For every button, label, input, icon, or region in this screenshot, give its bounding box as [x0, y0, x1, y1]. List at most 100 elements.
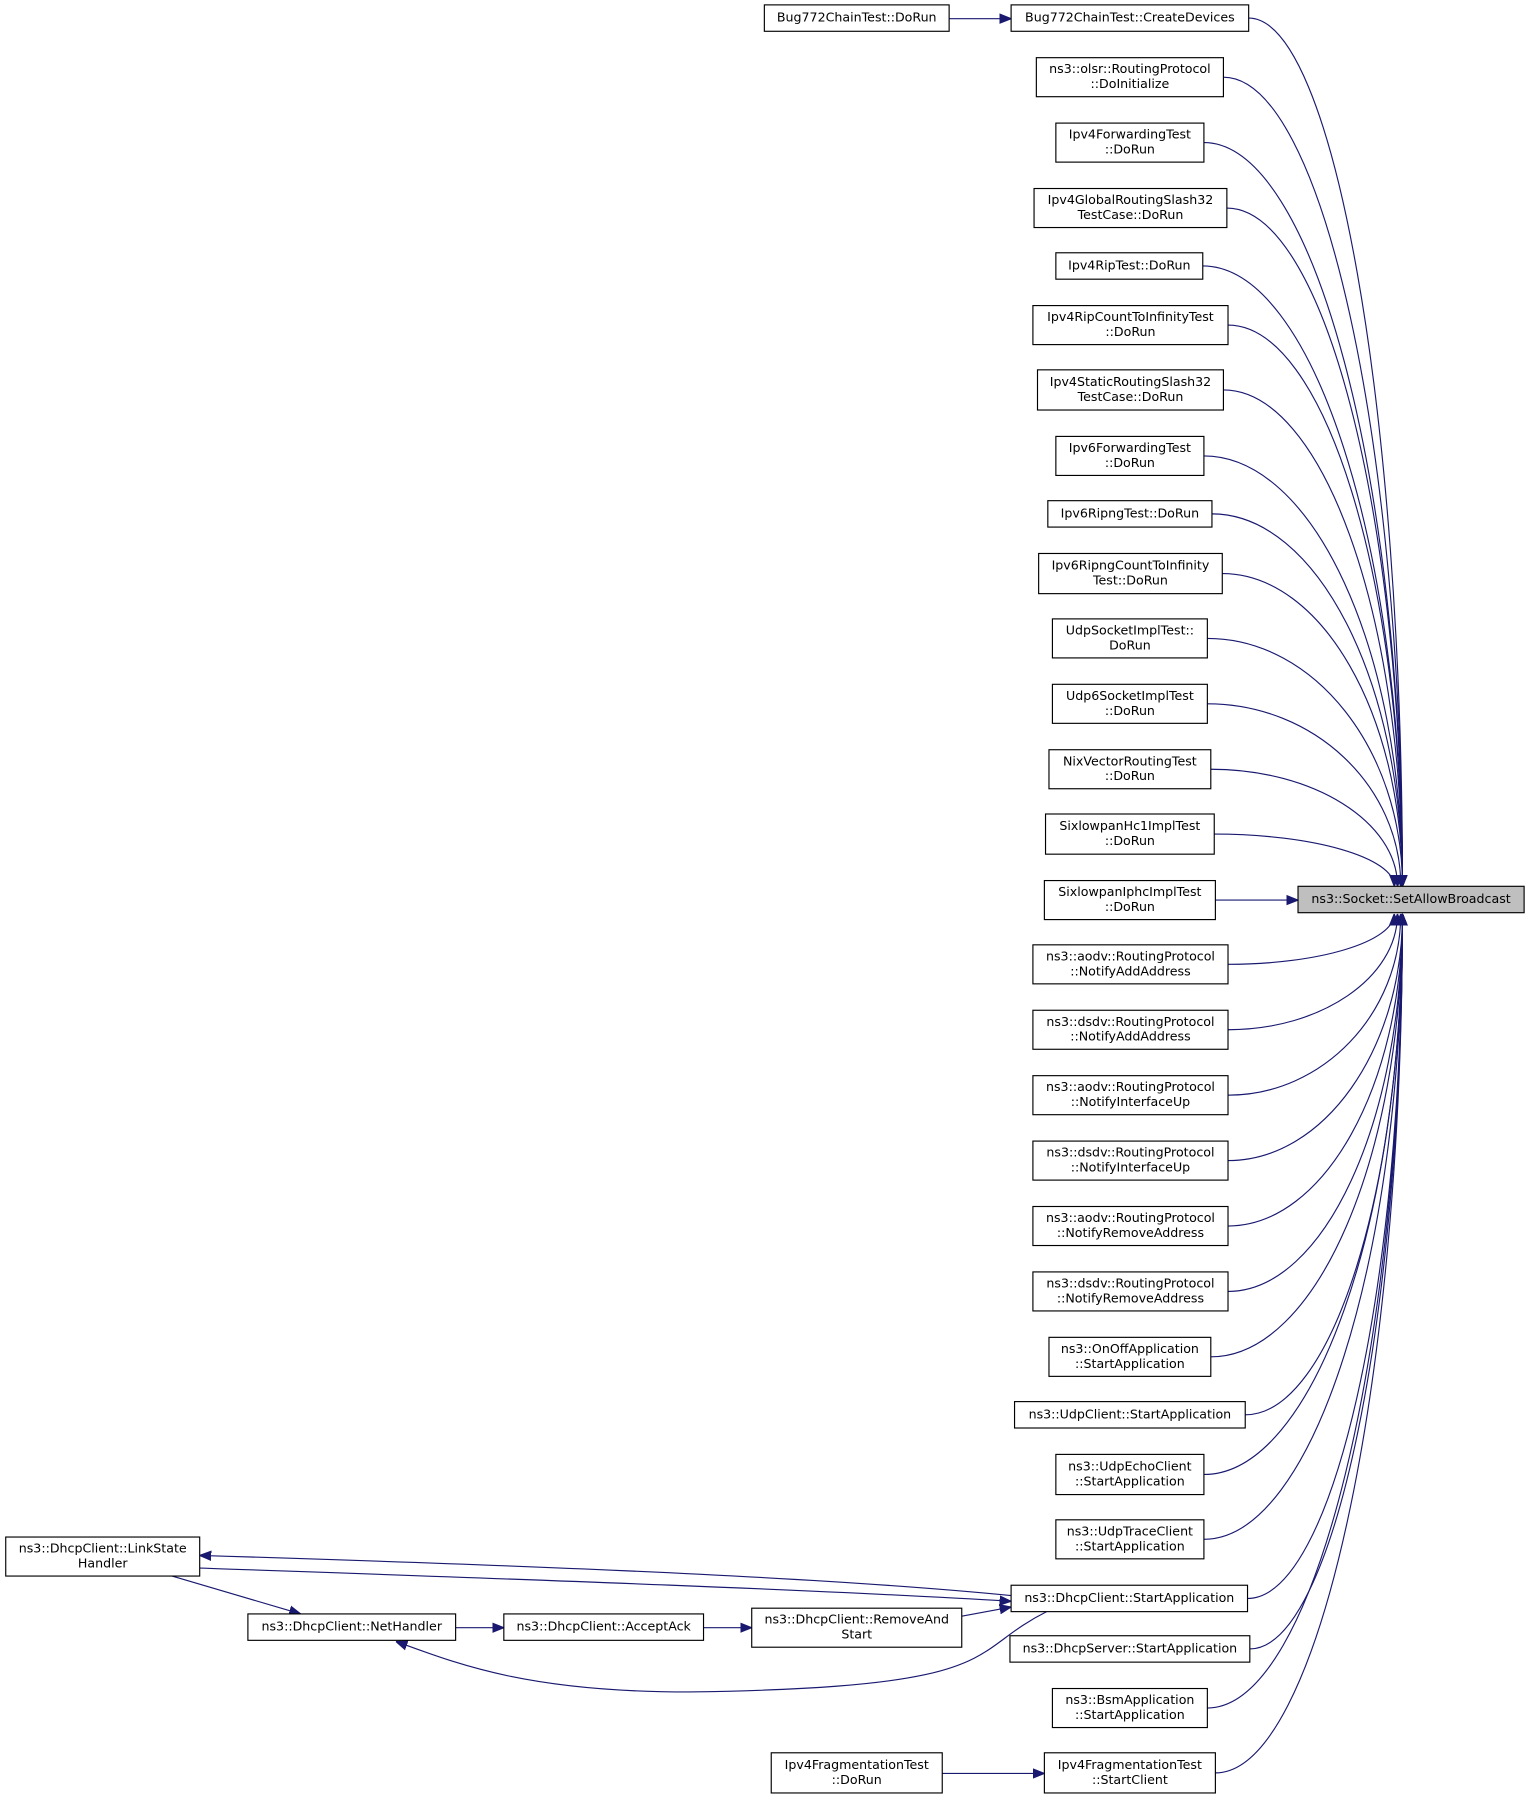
- node-label: ::NotifyAddAddress: [1070, 963, 1190, 978]
- node-label: ::DoRun: [1105, 324, 1155, 339]
- node-label: ns3::dsdv::RoutingProtocol: [1046, 1014, 1214, 1029]
- target-node: [1297, 885, 1525, 914]
- node: [1033, 187, 1228, 229]
- edge: [171, 1575, 301, 1614]
- node: [1055, 122, 1205, 163]
- node-label: NixVectorRoutingTest: [1063, 753, 1197, 768]
- edge: [1214, 833, 1394, 887]
- node: [770, 1752, 943, 1794]
- node: [1043, 879, 1216, 921]
- node-label: Ipv4GlobalRoutingSlash32: [1048, 192, 1214, 207]
- edge: [1210, 914, 1403, 1358]
- node: [1051, 618, 1208, 659]
- node-label: ns3::UdpTraceClient: [1067, 1523, 1193, 1538]
- node-label: ns3::DhcpClient::StartApplication: [1024, 1590, 1234, 1605]
- edge: [1207, 914, 1402, 1709]
- node: [1032, 305, 1229, 346]
- node-label: ns3::DhcpClient::AcceptAck: [517, 1619, 692, 1634]
- edges: [171, 17, 1403, 1773]
- node-label: Ipv4RipTest::DoRun: [1068, 257, 1190, 272]
- node-label: ::NotifyAddAddress: [1070, 1029, 1190, 1044]
- node-label: ::DoRun: [1105, 899, 1155, 914]
- node: [1035, 57, 1224, 98]
- edge: [1222, 572, 1402, 887]
- node-label: ::DoRun: [1105, 455, 1155, 470]
- node: [763, 4, 950, 32]
- edge: [1228, 914, 1397, 1031]
- node: [1055, 1453, 1205, 1496]
- node-label: ns3::dsdv::RoutingProtocol: [1046, 1275, 1214, 1290]
- edge: [199, 1567, 1011, 1601]
- node-label: ns3::DhcpServer::StartApplication: [1023, 1640, 1238, 1655]
- edge: [1228, 914, 1402, 1293]
- node-label: ::StartApplication: [1075, 1356, 1185, 1371]
- node: [1055, 252, 1204, 280]
- node: [5, 1536, 201, 1577]
- node-label: TestCase::DoRun: [1077, 389, 1184, 404]
- node-label: ns3::BsmApplication: [1065, 1692, 1194, 1707]
- node-label: ::StartApplication: [1075, 1473, 1185, 1488]
- nodes: ns3::Socket::SetAllowBroadcast Bug772Chai…: [5, 4, 1525, 1794]
- edge: [1210, 768, 1398, 886]
- node-label: ns3::UdpClient::StartApplication: [1029, 1406, 1232, 1421]
- node-label: Ipv4ForwardingTest: [1069, 127, 1191, 142]
- edge: [1245, 914, 1402, 1416]
- node-label: ns3::aodv::RoutingProtocol: [1046, 1210, 1215, 1225]
- node-label: ns3::DhcpClient::RemoveAnd: [764, 1612, 949, 1627]
- node: [1032, 1009, 1229, 1050]
- node: [1009, 1635, 1251, 1663]
- node-label: ::StartApplication: [1075, 1538, 1185, 1553]
- edge: [1247, 914, 1403, 1600]
- node-label: UdpSocketImplTest::: [1066, 622, 1194, 637]
- edge: [1223, 389, 1402, 886]
- edge: [1203, 914, 1403, 1476]
- edge: [1211, 513, 1403, 886]
- node-label: Bug772ChainTest::CreateDevices: [1025, 10, 1235, 25]
- node: [751, 1607, 963, 1648]
- edge: [1228, 914, 1402, 1227]
- node-label: Start: [841, 1627, 872, 1642]
- node-label: Ipv4FragmentationTest: [1058, 1757, 1202, 1772]
- node-label: SixlowpanHc1ImplTest: [1059, 818, 1200, 833]
- node-label: Udp6SocketImplTest: [1066, 688, 1194, 703]
- node-label: ns3::aodv::RoutingProtocol: [1046, 948, 1215, 963]
- node: [1032, 1205, 1229, 1247]
- node-label: Ipv4RipCountToInfinityTest: [1047, 309, 1214, 324]
- node-label: Ipv4StaticRoutingSlash32: [1050, 374, 1211, 389]
- node-label: Ipv4FragmentationTest: [785, 1757, 929, 1772]
- edge: [1228, 914, 1402, 1162]
- node-label: Bug772ChainTest::DoRun: [777, 10, 937, 25]
- node-label: ::DoRun: [1105, 768, 1155, 783]
- node-label: DoRun: [1109, 637, 1151, 652]
- node: [1032, 1075, 1229, 1116]
- node-label: Test::DoRun: [1092, 573, 1168, 588]
- node-label: ::NotifyInterfaceUp: [1071, 1160, 1190, 1175]
- node: [503, 1613, 705, 1641]
- node-label: Ipv6ForwardingTest: [1069, 440, 1191, 455]
- node: [1010, 1584, 1249, 1613]
- edge: [1207, 703, 1400, 886]
- node-label: SixlowpanIphcImplTest: [1058, 884, 1201, 899]
- node-label: ::DoInitialize: [1091, 76, 1170, 91]
- node: [1044, 813, 1215, 855]
- node-label: ::NotifyRemoveAddress: [1057, 1290, 1204, 1305]
- edge: [1207, 637, 1402, 886]
- node: [1055, 1519, 1205, 1560]
- edge: [1226, 207, 1403, 886]
- node: [1048, 749, 1212, 790]
- node: [1047, 500, 1213, 528]
- node: [1036, 369, 1224, 411]
- edge: [1223, 76, 1402, 886]
- node: [1048, 1336, 1212, 1377]
- node-label: ns3::DhcpClient::LinkState: [19, 1541, 187, 1556]
- node-label: ns3::Socket::SetAllowBroadcast: [1311, 891, 1510, 906]
- node: [1032, 944, 1229, 985]
- edge: [396, 1611, 1047, 1693]
- node: [1051, 1687, 1208, 1729]
- node-label: ns3::DhcpClient::NetHandler: [262, 1619, 443, 1634]
- edge: [1248, 17, 1403, 886]
- node-label: ns3::UdpEchoClient: [1068, 1459, 1191, 1474]
- edge: [1228, 914, 1401, 1096]
- node: [1032, 1140, 1229, 1181]
- edge: [1228, 913, 1394, 965]
